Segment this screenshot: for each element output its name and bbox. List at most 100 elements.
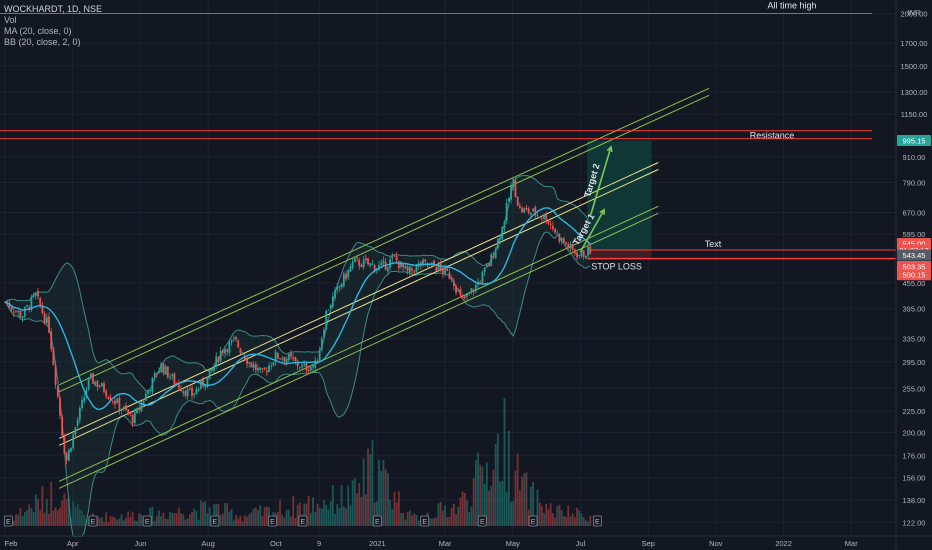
volume-bar [129, 516, 132, 526]
candle-body [59, 397, 61, 416]
volume-bar [389, 499, 391, 526]
earnings-marker-label: E [422, 519, 427, 526]
volume-bar [72, 500, 75, 526]
candle-body [210, 368, 213, 371]
candle-body [580, 250, 583, 256]
candle-body [582, 250, 585, 257]
symbol-title[interactable]: WOCKHARDT, 1D, NSE [4, 4, 103, 14]
candle-body [551, 226, 554, 230]
candle-body [485, 264, 488, 268]
volume-bar [169, 512, 171, 526]
volume-bar [138, 513, 141, 526]
candle-body [243, 355, 246, 360]
candle-body [85, 390, 88, 397]
volume-bar [177, 507, 180, 526]
candle-body [237, 340, 240, 348]
volume-bar [48, 513, 50, 526]
earnings-marker-label: E [270, 519, 275, 526]
volume-bar [12, 520, 15, 526]
candle-body [45, 317, 48, 324]
volume-bar [439, 501, 442, 526]
candle-body [52, 347, 55, 366]
horizontal-levels[interactable]: All time high Resistance Text STOP LOSS [0, 0, 896, 272]
volume-bar [373, 502, 376, 526]
candle-body [518, 205, 521, 208]
volume-bar [41, 486, 44, 526]
price-tick-label: 395.00 [903, 305, 926, 314]
volume-bar [404, 519, 407, 526]
legend-bb[interactable]: BB (20, close, 2, 0) [4, 37, 81, 47]
candle-body [466, 293, 468, 297]
volume-bar [463, 492, 466, 526]
candle-body [455, 286, 457, 293]
candle-body [230, 340, 233, 342]
volume-bar [334, 513, 336, 526]
candle-body [393, 255, 396, 257]
candle-body [268, 365, 270, 373]
volume-bar [219, 515, 222, 526]
earnings-marker [88, 515, 98, 527]
legend-vol[interactable]: Vol [4, 15, 17, 25]
candle-body [34, 293, 37, 296]
volume-bar [428, 518, 431, 526]
candle-body [496, 238, 499, 249]
candle-body [413, 271, 416, 273]
candle-body [182, 391, 185, 394]
volume-bar [549, 503, 552, 526]
volume-bar [230, 509, 233, 526]
volume-bar [576, 507, 578, 526]
candle-body [191, 387, 193, 396]
candle-body [303, 363, 306, 366]
candle-body [312, 365, 314, 368]
time-tick-label: Jun [134, 539, 146, 548]
volume-bar [358, 483, 361, 526]
candle-body [72, 434, 75, 449]
candle-body [276, 352, 279, 359]
candle-body [356, 257, 358, 259]
earnings-marker-label: E [375, 519, 380, 526]
candle-body [202, 379, 204, 387]
volume-bar [206, 513, 209, 526]
volume-bar [83, 514, 86, 526]
volume-bar [290, 516, 292, 526]
earnings-marker-label: E [480, 519, 485, 526]
price-label-text: 995.15 [903, 136, 926, 145]
candle-body [224, 348, 226, 354]
volume-bar [314, 512, 317, 526]
volume-bar [215, 504, 218, 526]
volume-bar [580, 513, 583, 526]
time-tick-label: Apr [67, 539, 79, 548]
candle-body [474, 285, 477, 292]
volume-bar [296, 504, 299, 526]
price-tick-label: 595.00 [903, 230, 926, 239]
candle-body [529, 212, 532, 215]
volume-bar [56, 510, 59, 526]
time-tick-label: 9 [317, 539, 321, 548]
time-axis[interactable]: Feb Apr Jun Aug Oct 9 2021 Mar May Jul Sep Nov 2022 M… [0, 535, 932, 548]
volume-bar [494, 443, 497, 526]
candle-body [461, 296, 464, 298]
volume-bar [433, 518, 435, 526]
price-tick-label: 138.00 [903, 496, 926, 505]
legend-ma[interactable]: MA (20, close, 0) [4, 26, 72, 36]
candle-body [252, 364, 255, 369]
volume-bar [316, 503, 319, 526]
volume-bar [298, 502, 301, 526]
time-tick-label: 2021 [369, 539, 386, 548]
volume-bar [503, 398, 506, 526]
candle-body [12, 311, 15, 313]
candle-body [235, 336, 237, 340]
candle-body [587, 246, 589, 256]
candle-body [578, 255, 581, 256]
price-tick-label: 1150.00 [901, 110, 928, 119]
stop-zone [587, 250, 652, 259]
candle-body [232, 338, 235, 340]
candle-body [166, 366, 169, 378]
candle-body [263, 367, 266, 370]
volume-bar [543, 513, 545, 526]
candle-body [186, 389, 189, 397]
candle-body [512, 178, 515, 188]
earnings-marker-label: E [6, 519, 11, 526]
